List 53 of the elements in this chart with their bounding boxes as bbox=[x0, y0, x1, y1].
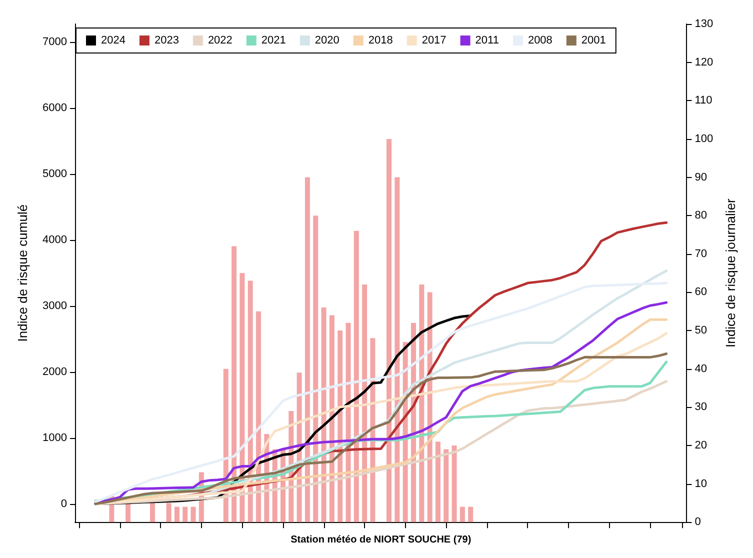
y2-axis-title: Indice de risque journalier bbox=[723, 198, 738, 348]
legend-label: 2020 bbox=[314, 34, 340, 46]
y2-tick-label: 40 bbox=[694, 362, 707, 375]
bar bbox=[468, 506, 474, 522]
bar bbox=[174, 506, 180, 522]
y-tick-label: 3000 bbox=[42, 300, 67, 312]
y2-tick-label: 130 bbox=[694, 18, 714, 30]
legend-label: 2022 bbox=[208, 34, 232, 46]
y-tick-label: 0 bbox=[60, 498, 67, 510]
bar bbox=[166, 502, 172, 522]
legend-label: 2011 bbox=[475, 34, 499, 46]
bar bbox=[452, 445, 457, 522]
bar bbox=[313, 216, 318, 522]
y2-tick-label: 50 bbox=[694, 324, 707, 337]
bar bbox=[190, 506, 196, 522]
bar bbox=[354, 230, 359, 522]
y2-tick-label: 30 bbox=[694, 401, 707, 414]
y2-tick-label: 100 bbox=[694, 132, 714, 145]
legend-label: 2024 bbox=[101, 34, 126, 46]
y-tick-label: 1000 bbox=[42, 432, 67, 444]
bar bbox=[304, 177, 310, 522]
legend-label: 2023 bbox=[154, 34, 179, 46]
y-tick-label: 7000 bbox=[42, 36, 67, 48]
y2-tick-label: 0 bbox=[694, 516, 701, 528]
y2-tick-label: 90 bbox=[694, 171, 707, 184]
y-tick-label: 2000 bbox=[42, 366, 67, 378]
bar bbox=[394, 177, 400, 522]
y-tick-label: 4000 bbox=[42, 234, 67, 246]
bar bbox=[248, 280, 253, 522]
bar bbox=[182, 506, 188, 522]
legend-label: 2021 bbox=[261, 34, 286, 46]
bar bbox=[460, 506, 465, 522]
y2-tick-label: 10 bbox=[694, 478, 707, 490]
legend-label: 2008 bbox=[528, 34, 552, 46]
y-tick-label: 5000 bbox=[42, 168, 67, 180]
y-tick-label: 6000 bbox=[42, 102, 67, 114]
bar bbox=[232, 246, 237, 522]
legend-label: 2018 bbox=[368, 34, 393, 46]
bar bbox=[126, 502, 131, 522]
y-axis-title: Indice de risque cumulé bbox=[15, 204, 30, 342]
y2-tick-label: 120 bbox=[694, 56, 714, 68]
y2-tick-label: 70 bbox=[694, 248, 707, 260]
bar bbox=[362, 284, 368, 522]
bar bbox=[444, 449, 449, 522]
x-axis-title: Station météo de NIORT SOUCHE (79) bbox=[290, 534, 472, 546]
legend-label: 2017 bbox=[422, 34, 446, 46]
legend-label: 2001 bbox=[581, 34, 606, 46]
y2-tick-label: 60 bbox=[694, 286, 707, 298]
bar bbox=[435, 442, 440, 522]
y2-tick-label: 110 bbox=[694, 94, 712, 107]
y2-tick-label: 20 bbox=[694, 439, 707, 452]
bar bbox=[386, 138, 392, 522]
y2-tick-label: 80 bbox=[694, 210, 707, 222]
